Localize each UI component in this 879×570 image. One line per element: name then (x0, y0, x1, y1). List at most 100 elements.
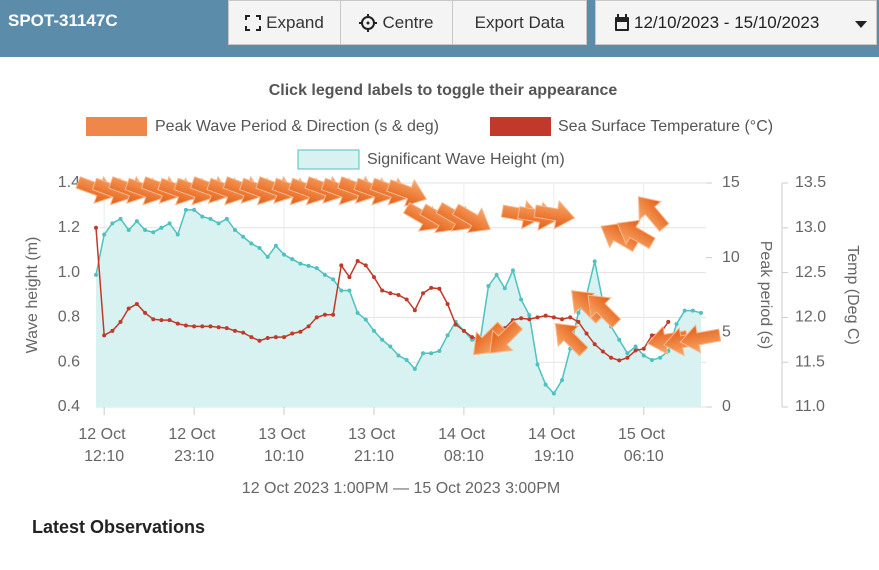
point (322, 272, 327, 277)
direction-arrow (554, 322, 589, 357)
point (560, 317, 565, 322)
point (151, 230, 156, 235)
point (396, 353, 401, 358)
point (363, 317, 368, 322)
point (421, 351, 426, 356)
point (682, 308, 687, 313)
point (551, 391, 556, 396)
point (388, 291, 393, 296)
point (134, 301, 139, 306)
point (298, 329, 303, 334)
legend-hint: Click legend labels to toggle their appe… (269, 82, 618, 99)
point (388, 344, 393, 349)
legend-label: Significant Wave Height (m) (367, 151, 565, 168)
point (510, 268, 515, 273)
point (134, 219, 139, 224)
point (273, 243, 278, 248)
point (453, 322, 458, 327)
point (175, 321, 180, 326)
point (584, 331, 589, 336)
direction-arrow (489, 319, 524, 354)
point (110, 221, 115, 226)
point (674, 322, 679, 327)
point (126, 306, 131, 311)
date-range-picker[interactable]: 12/10/2023 - 15/10/2023 (595, 0, 877, 45)
direction-arrow (533, 200, 576, 230)
x-tick-label: 13 Oct 10:10 (258, 426, 310, 465)
expand-icon (245, 14, 262, 31)
point (592, 259, 597, 264)
section-title: Latest Observations (32, 517, 206, 537)
point (94, 225, 98, 230)
point (151, 317, 156, 322)
y3-tick-label: 12.5 (795, 264, 826, 281)
point (625, 351, 630, 356)
point (208, 324, 213, 329)
button-label: Expand (266, 12, 324, 32)
date-range-text: 12/10/2023 - 15/10/2023 (634, 13, 820, 32)
area-fill (96, 209, 701, 407)
point (633, 344, 638, 349)
point (445, 301, 450, 306)
point (412, 308, 417, 313)
point (404, 357, 409, 362)
point (118, 319, 123, 324)
point (486, 284, 491, 289)
legend-item[interactable]: Peak Wave Period & Direction (s & deg) (86, 117, 439, 136)
header-bar: SPOT-31147C Expand Centre Export Data 12… (0, 0, 879, 57)
point (339, 263, 344, 268)
point (241, 330, 246, 335)
crosshair-icon (359, 13, 378, 32)
point (371, 275, 376, 280)
point (421, 291, 426, 296)
point (551, 315, 556, 320)
point (331, 312, 336, 317)
x-axis-title: 12 Oct 2023 1:00PM — 15 Oct 2023 3:00PM (242, 480, 560, 497)
point (527, 313, 532, 318)
point (437, 286, 442, 291)
point (633, 348, 638, 353)
point (494, 272, 499, 277)
point (290, 257, 295, 262)
point (314, 315, 319, 320)
point (347, 275, 352, 280)
point (502, 286, 507, 291)
point (535, 362, 540, 367)
point (224, 326, 229, 331)
export-button[interactable]: Export Data (452, 0, 587, 45)
legend-item[interactable]: Significant Wave Height (m) (297, 149, 565, 170)
point (249, 241, 254, 246)
point (322, 312, 327, 317)
point (380, 288, 385, 293)
point (470, 335, 475, 340)
point (118, 216, 123, 221)
point (110, 328, 115, 333)
point (437, 349, 442, 353)
point (649, 357, 654, 362)
x-tick-label: 13 Oct 21:10 (348, 426, 400, 465)
point (339, 288, 344, 293)
point (355, 258, 360, 263)
point (445, 333, 450, 338)
point (690, 308, 695, 313)
point (535, 315, 540, 320)
point (527, 317, 532, 322)
point (183, 323, 188, 328)
point (371, 328, 376, 333)
point (543, 313, 548, 318)
y-tick-label: 1.2 (58, 219, 80, 236)
point (273, 335, 278, 340)
y-tick-label: 0.8 (58, 309, 80, 326)
expand-button[interactable]: Expand (228, 0, 341, 45)
point (625, 355, 630, 360)
point (576, 319, 581, 324)
x-tick-label: 14 Oct 19:10 (528, 426, 580, 465)
legend-item[interactable]: Sea Surface Temperature (°C) (490, 117, 773, 136)
point (560, 378, 565, 383)
point (208, 216, 213, 221)
point (143, 310, 148, 315)
centre-button[interactable]: Centre (340, 0, 453, 45)
point (404, 297, 409, 302)
point (282, 252, 287, 257)
point (666, 319, 671, 324)
